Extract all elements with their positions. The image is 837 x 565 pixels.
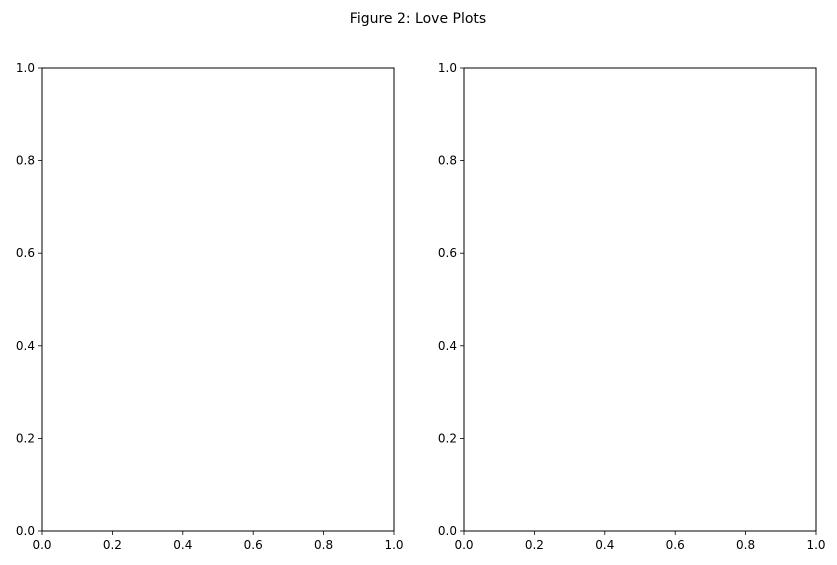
x-tick-label: 0.8 [736,538,755,552]
axes-layer: 0.0 0.2 0.4 0.6 0.8 1.00.00.20.40.60.81.00.0 0… [16,61,826,552]
x-tick-label: 0.6 [244,538,263,552]
y-tick-label: 0.8 [16,154,35,168]
x-tick-label: 0.6 [666,538,685,552]
x-tick-label: 0.8 [314,538,333,552]
y-tick-label: 0.0 [16,524,35,538]
y-tick-label: 0.6 [16,246,35,260]
y-tick-label: 0.0 [438,524,457,538]
y-tick-label: 0.6 [438,246,457,260]
y-tick-label: 0.2 [438,431,457,445]
y-tick-label: 1.0 [16,61,35,75]
x-tick-label: 0.2 [103,538,122,552]
x-tick-label: 0.4 [595,538,614,552]
axes-frame [41,67,395,532]
y-tick-label: 0.4 [438,339,457,353]
x-tick-label: 1.0 [384,538,403,552]
y-tick-label: 1.0 [438,61,457,75]
x-tick-label: 0.4 [173,538,192,552]
y-tick-label: 0.4 [16,339,35,353]
y-tick-label: 0.8 [438,154,457,168]
x-tick-label: 1.0 [806,538,825,552]
subplot-1: 0.0 0.2 0.4 0.6 0.8 1.0 0.0 0.2 0.4 0.6 0.8 1.0 [16,61,404,552]
x-tick-label: 0.0 [454,538,473,552]
figure-title: Figure 2: Love Plots [350,11,486,27]
y-tick-label: 0.2 [16,431,35,445]
axes-frame [463,67,817,532]
subplot-2: 0.0 0.2 0.4 0.6 0.8 1.0 0.0 0.2 0.4 0.6 0.8 1.0 [438,61,826,552]
x-tick-label: 0.0 [32,538,51,552]
x-tick-label: 0.2 [525,538,544,552]
